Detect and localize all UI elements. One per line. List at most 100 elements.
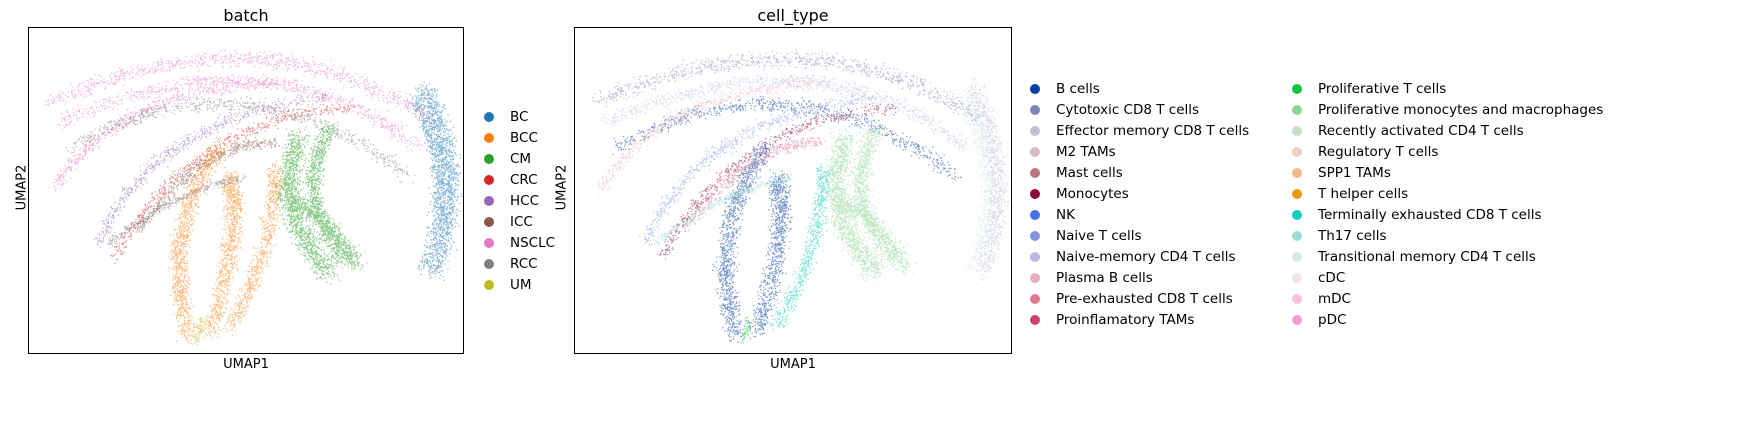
scatter-series: [45, 49, 435, 193]
legend-marker: [1030, 104, 1040, 115]
cell-type-scatter: [592, 49, 1010, 344]
legend-item: Proinflamatory TAMs: [1030, 309, 1249, 330]
batch-xlabel: UMAP1: [223, 357, 269, 372]
legend-label: Proinflamatory TAMs: [1056, 311, 1195, 328]
legend-marker: [1292, 314, 1302, 325]
cell-type-plot-area[interactable]: [574, 27, 1012, 354]
legend-item: BCC: [484, 127, 555, 148]
legend-label: Cytotoxic CD8 T cells: [1056, 101, 1200, 118]
legend-column: BC BCC CM CRC HCC ICC NSCLC RCC UM: [484, 106, 555, 295]
legend-marker: [484, 174, 494, 185]
legend-label: Regulatory T cells: [1318, 143, 1439, 160]
legend-marker: [1030, 188, 1040, 199]
legend-item: NSCLC: [484, 232, 555, 253]
legend-item: Th17 cells: [1292, 225, 1603, 246]
legend-item: ICC: [484, 211, 555, 232]
legend-item: CM: [484, 148, 555, 169]
legend-item: pDC: [1292, 309, 1603, 330]
scatter-series: [740, 316, 752, 344]
legend-marker: [1030, 251, 1040, 262]
scatter-points: [592, 49, 1010, 344]
legend-marker: [484, 111, 494, 122]
legend-marker: [1292, 104, 1302, 115]
legend-marker: [1030, 272, 1040, 283]
scatter-series: [275, 120, 368, 285]
scatter-series: [93, 92, 329, 248]
scatter-series: [597, 75, 831, 195]
legend-item: cDC: [1292, 267, 1603, 288]
legend-marker: [484, 279, 494, 290]
legend-label: Plasma B cells: [1056, 269, 1153, 286]
legend-marker: [484, 258, 494, 269]
legend-item: SPP1 TAMs: [1292, 162, 1603, 183]
legend-marker: [1292, 83, 1302, 94]
legend-item: Recently activated CD4 T cells: [1292, 120, 1603, 141]
legend-label: BC: [510, 108, 529, 125]
legend-column: Proliferative T cells Proliferative monoc…: [1292, 78, 1603, 330]
legend-item: mDC: [1292, 288, 1603, 309]
batch-plot-area[interactable]: [28, 27, 464, 354]
batch-scatter: [45, 49, 463, 346]
legend-label: RCC: [510, 255, 538, 272]
scatter-series: [679, 136, 826, 233]
legend-item: B cells: [1030, 78, 1249, 99]
scatter-series: [592, 49, 984, 126]
legend-label: BCC: [510, 129, 538, 146]
cell-type-ylabel: UMAP2: [554, 164, 570, 211]
legend-marker: [1030, 167, 1040, 178]
legend-item: Effector memory CD8 T cells: [1030, 120, 1249, 141]
legend-marker: [1292, 251, 1302, 262]
legend-item: Proliferative T cells: [1292, 78, 1603, 99]
legend-item: CRC: [484, 169, 555, 190]
legend-column: B cells Cytotoxic CD8 T cells Effector mem…: [1030, 78, 1249, 330]
legend-marker: [1292, 209, 1302, 220]
legend-item: Naive-memory CD4 T cells: [1030, 246, 1249, 267]
legend-item: NK: [1030, 204, 1249, 225]
legend-label: SPP1 TAMs: [1318, 164, 1391, 181]
legend-item: RCC: [484, 253, 555, 274]
scatter-series: [953, 88, 1000, 272]
legend-label: Effector memory CD8 T cells: [1056, 122, 1250, 139]
legend-label: HCC: [510, 192, 540, 209]
legend-marker: [1292, 167, 1302, 178]
scatter-series: [600, 73, 975, 153]
legend-label: Naive-memory CD4 T cells: [1056, 248, 1236, 265]
legend-label: UM: [510, 276, 532, 293]
legend-label: ICC: [510, 213, 533, 230]
legend-label: mDC: [1318, 290, 1351, 307]
legend-marker: [484, 237, 494, 248]
legend-marker: [1030, 125, 1040, 136]
legend-item: Monocytes: [1030, 183, 1249, 204]
legend-label: CRC: [510, 171, 538, 188]
legend-marker: [1030, 146, 1040, 157]
legend-item: Proliferative monocytes and macrophages: [1292, 99, 1603, 120]
legend-label: Recently activated CD4 T cells: [1318, 122, 1524, 139]
legend-label: T helper cells: [1318, 185, 1409, 202]
scatter-series: [767, 162, 833, 330]
scatter-series: [65, 94, 416, 247]
legend-item: UM: [484, 274, 555, 295]
legend-marker: [1292, 272, 1302, 283]
cell-type-panel: cell_type UMAP2 UMAP1 B cells Cytotoxic C…: [548, 0, 1764, 429]
legend-label: NSCLC: [510, 234, 556, 251]
scatter-series: [134, 137, 281, 233]
batch-title: batch: [223, 6, 269, 25]
legend-marker: [1292, 146, 1302, 157]
scatter-points: [45, 49, 463, 346]
legend-label: B cells: [1056, 80, 1100, 97]
scatter-series: [961, 78, 1010, 285]
cell-type-legend: B cells Cytotoxic CD8 T cells Effector mem…: [1030, 78, 1760, 328]
legend-item: Regulatory T cells: [1292, 141, 1603, 162]
legend-label: Pre-exhausted CD8 T cells: [1056, 290, 1233, 307]
legend-marker: [484, 216, 494, 227]
legend-item: HCC: [484, 190, 555, 211]
scatter-series: [639, 92, 878, 246]
legend-item: Naive T cells: [1030, 225, 1249, 246]
scatter-series: [190, 317, 206, 346]
legend-item: Plasma B cells: [1030, 267, 1249, 288]
legend-label: Proliferative monocytes and macrophages: [1318, 101, 1604, 118]
legend-label: Proliferative T cells: [1318, 80, 1447, 97]
legend-item: T helper cells: [1292, 183, 1603, 204]
legend-label: Transitional memory CD4 T cells: [1318, 248, 1536, 265]
legend-marker: [1030, 209, 1040, 220]
